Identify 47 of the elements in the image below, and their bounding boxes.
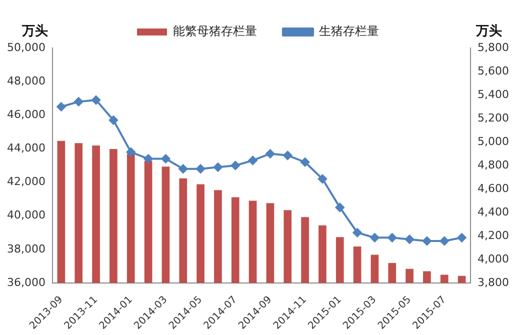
- y-tick-label: 46,000: [6, 108, 46, 121]
- y2-tick-label: 5,000: [478, 134, 510, 148]
- y2-tick-label: 4,200: [478, 228, 510, 242]
- y-tick-label: 38,000: [6, 242, 46, 256]
- point: [196, 164, 206, 174]
- point: [230, 160, 240, 170]
- point: [74, 97, 84, 106]
- point: [266, 149, 275, 158]
- point: [56, 102, 66, 112]
- legend-label: 生猪存栏量: [319, 24, 379, 38]
- y2-tick-label: 4,600: [478, 182, 510, 195]
- point: [318, 174, 327, 184]
- point: [422, 236, 432, 246]
- point: [92, 96, 101, 105]
- y2-tick-label: 5,600: [478, 64, 510, 78]
- legend-label: 能繁母猪存栏量: [173, 24, 257, 38]
- point: [457, 233, 466, 242]
- y2-tick-label: 5,800: [478, 40, 510, 54]
- y-tick-label: 40,000: [6, 208, 46, 222]
- point: [108, 116, 118, 125]
- y2-axis-title: 万头: [475, 24, 502, 39]
- y-tick-label: 36,000: [6, 276, 46, 289]
- point: [161, 154, 170, 164]
- point: [126, 148, 136, 157]
- y2-tick-label: 3,800: [478, 276, 510, 289]
- point: [388, 233, 397, 242]
- y2-tick-label: 4,400: [478, 205, 510, 218]
- y2-tick-label: 5,400: [478, 88, 510, 101]
- point: [300, 158, 310, 167]
- y2-tick-label: 4,800: [478, 158, 510, 172]
- y-tick-label: 42,000: [6, 175, 46, 188]
- point: [144, 154, 153, 164]
- point: [178, 164, 188, 174]
- point: [352, 228, 362, 238]
- point: [440, 236, 449, 246]
- y2-tick-label: 5,200: [478, 111, 510, 124]
- y-tick-label: 50,000: [6, 40, 46, 54]
- y-tick-label: 48,000: [6, 74, 46, 88]
- y-axis-title: 万头: [21, 24, 48, 39]
- point: [283, 150, 292, 160]
- point: [248, 156, 258, 165]
- y2-tick-label: 4,000: [478, 252, 510, 266]
- y-tick-label: 44,000: [6, 142, 46, 155]
- point: [335, 202, 344, 212]
- point: [213, 162, 222, 172]
- point: [405, 234, 414, 244]
- point: [370, 233, 380, 242]
